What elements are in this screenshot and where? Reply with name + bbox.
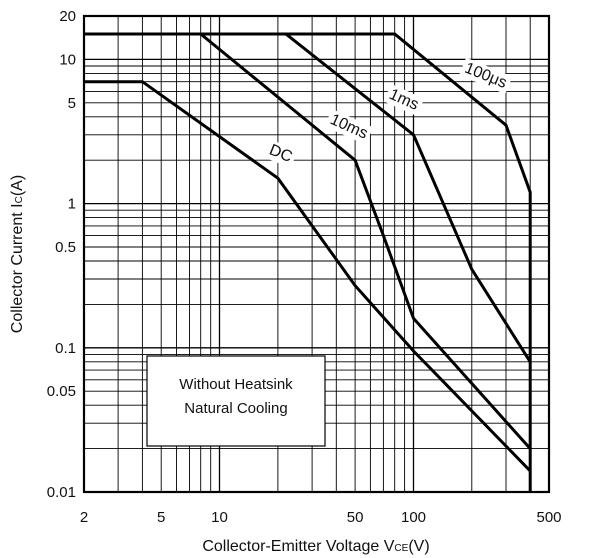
series-line-2: [84, 32, 532, 363]
y-axis-label-sub: C: [14, 196, 25, 203]
series-layer: [84, 32, 532, 492]
series-label-10ms: 10ms: [328, 111, 371, 142]
x-tick-label: 5: [157, 509, 165, 526]
y-tick-label: 0.5: [55, 239, 76, 256]
y-tick-label: 20: [59, 8, 76, 25]
series-label-background: [458, 57, 513, 94]
x-tick-label: 2: [80, 509, 88, 526]
y-tick-label: 1: [68, 196, 76, 213]
x-tick-label: 500: [536, 509, 561, 526]
x-axis-label-sub: CE: [394, 543, 408, 554]
series-label-100us: 100μs: [462, 60, 509, 92]
series-label-background: [383, 83, 425, 116]
y-axis-title: Collector Current IC(A): [9, 175, 26, 333]
x-axis-label: Collector-Emitter Voltage V: [202, 538, 394, 555]
y-tick-label: 10: [59, 51, 76, 68]
annotation-box: Without Heatsink Natural Cooling: [146, 355, 326, 447]
y-tick-label: 0.01: [47, 484, 76, 501]
series-line-3: [84, 32, 532, 492]
series-label-background: [324, 109, 374, 145]
y-tick-label: 0.1: [55, 340, 76, 357]
x-tick-labels: 2 5 10 50 100 500: [80, 509, 562, 526]
series-line-0: [84, 80, 532, 472]
y-tick-label: 0.05: [47, 383, 76, 400]
plot-frame: [82, 14, 551, 494]
y-tick-labels: 20 10 5 1 0.5 0.1 0.05 0.01: [47, 8, 76, 501]
x-tick-label: 10: [211, 509, 228, 526]
y-axis-label: Collector Current I: [9, 203, 26, 333]
annotation-line-1: Without Heatsink: [179, 376, 293, 393]
series-label-background: [263, 139, 298, 169]
x-axis-label-unit: (V): [408, 538, 429, 555]
x-tick-label: 100: [401, 509, 426, 526]
x-tick-label: 50: [347, 509, 364, 526]
y-axis-label-unit: (A): [9, 175, 26, 196]
x-axis-title: Collector-Emitter Voltage VCE(V): [202, 538, 429, 555]
y-tick-label: 5: [68, 95, 76, 112]
annotation-line-2: Natural Cooling: [184, 400, 287, 417]
